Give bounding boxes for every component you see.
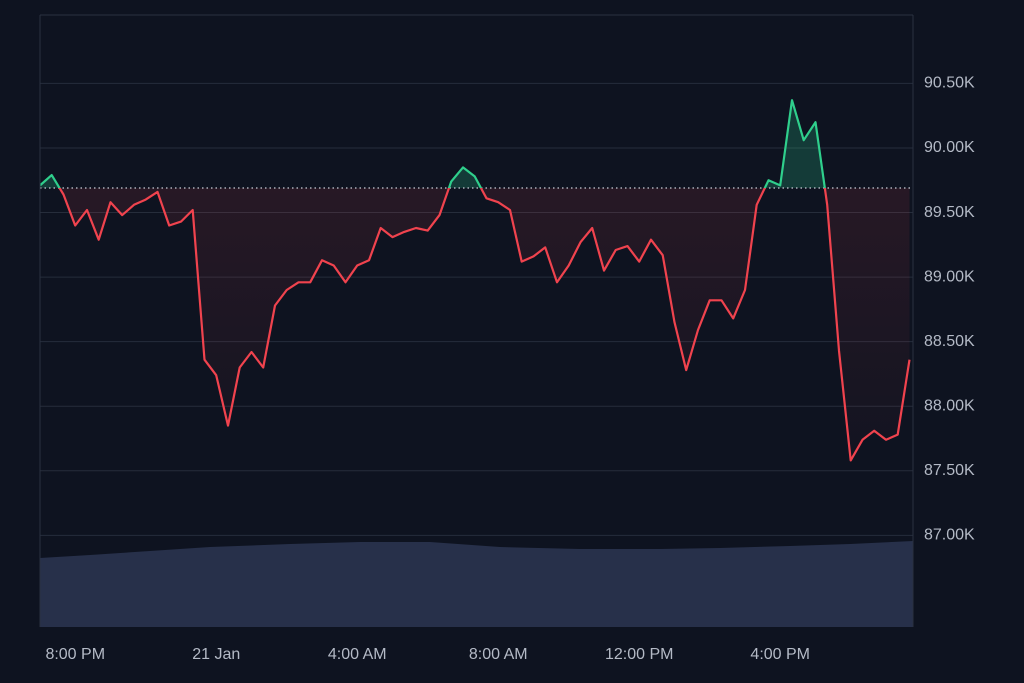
x-tick-label: 8:00 PM xyxy=(45,646,105,663)
x-tick-label: 12:00 PM xyxy=(605,646,673,663)
y-tick-label: 87.00K xyxy=(924,527,975,544)
x-tick-label: 4:00 AM xyxy=(328,646,387,663)
y-tick-label: 87.50K xyxy=(924,462,975,479)
y-tick-label: 90.50K xyxy=(924,75,975,92)
x-tick-label: 4:00 PM xyxy=(750,646,810,663)
volume-band xyxy=(40,541,913,627)
price-line-down xyxy=(58,188,911,462)
y-tick-label: 89.00K xyxy=(924,268,975,285)
x-tick-label: 21 Jan xyxy=(192,646,240,663)
area-below xyxy=(40,188,910,461)
y-tick-label: 88.00K xyxy=(924,397,975,414)
y-tick-label: 90.00K xyxy=(924,139,975,156)
y-tick-label: 89.50K xyxy=(924,204,975,221)
x-tick-label: 8:00 AM xyxy=(469,646,528,663)
y-tick-label: 88.50K xyxy=(924,333,975,350)
price-line-up xyxy=(40,99,826,189)
